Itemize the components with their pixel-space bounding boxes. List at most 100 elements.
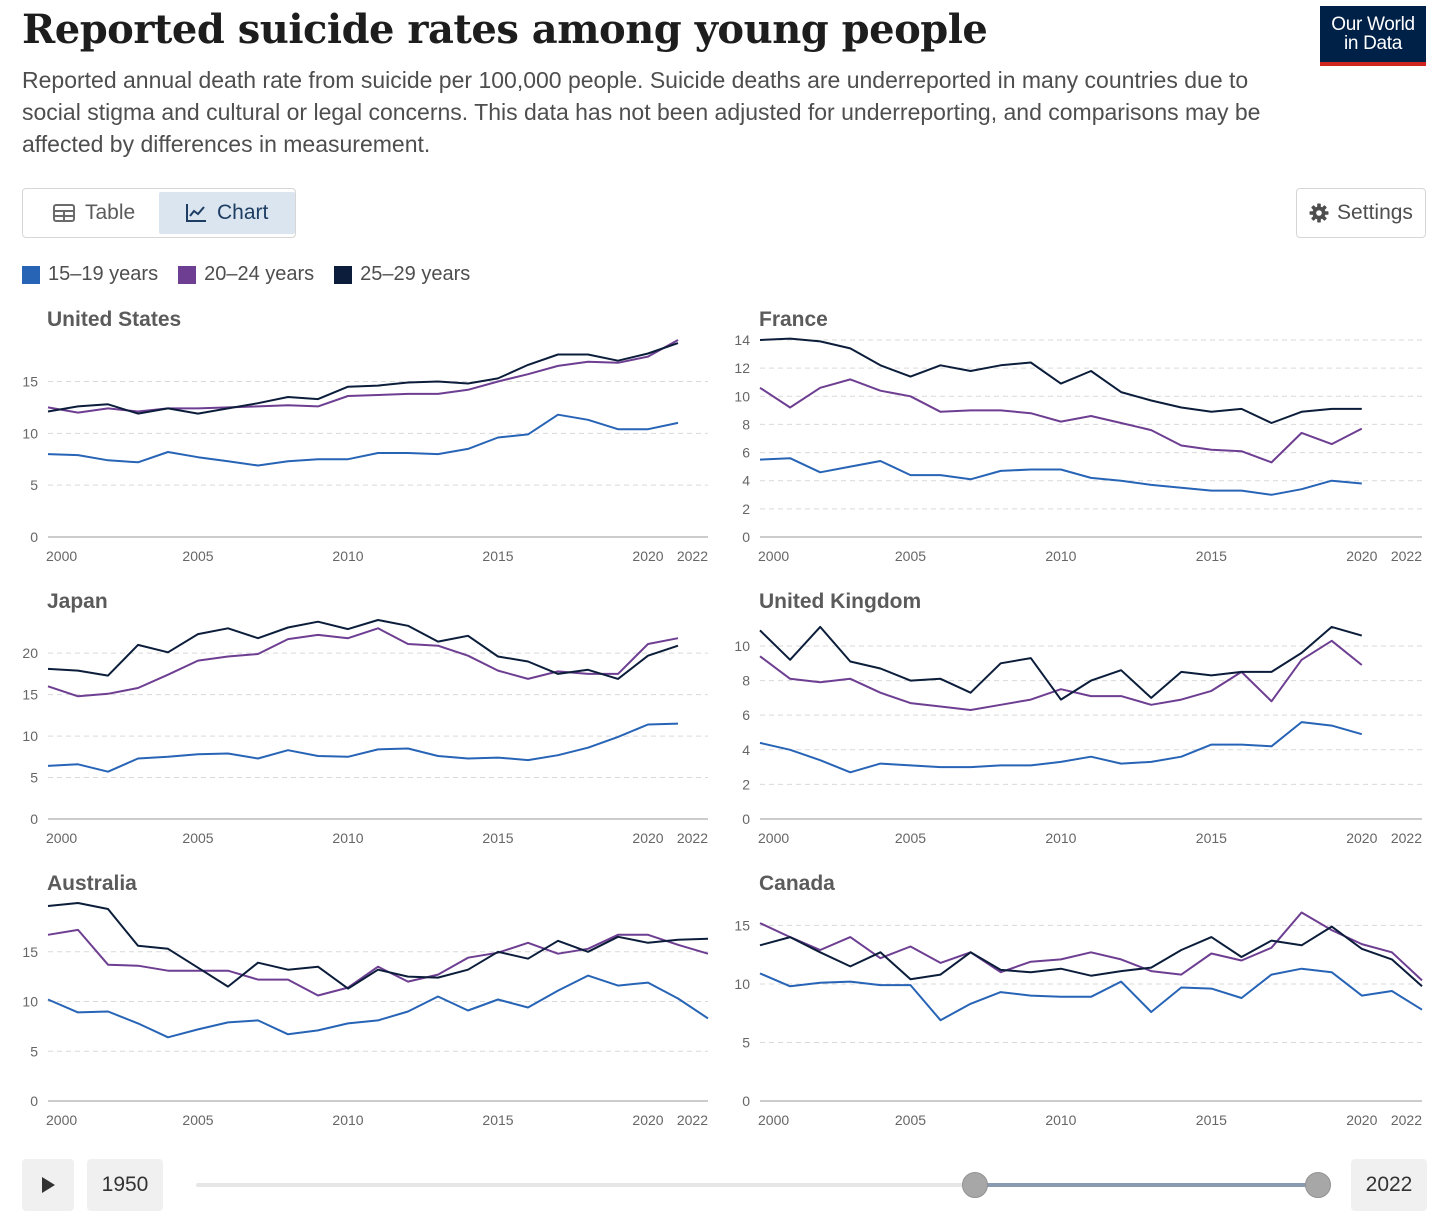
x-tick-label: 2010: [332, 1112, 363, 1128]
y-tick-label: 14: [734, 332, 750, 348]
y-tick-label: 20: [22, 645, 38, 661]
line-chart-icon: [186, 204, 206, 222]
x-tick-label: 2015: [1196, 548, 1227, 564]
chart-panel-france: France 0 2 4 6 8 10 12 14 2000 2005 2010 2015 2020 202…: [734, 308, 1422, 564]
series-line-20-24: [759, 911, 1423, 982]
tab-table-label: Table: [85, 201, 136, 224]
y-tick-label: 15: [734, 917, 750, 933]
x-tick-label: 2020: [1346, 830, 1377, 846]
series-line-20-24: [47, 339, 679, 414]
y-tick-label: 2: [742, 776, 750, 792]
x-tick-label: 2022: [677, 1112, 708, 1128]
y-tick-label: 0: [30, 1093, 38, 1109]
play-button[interactable]: [22, 1159, 74, 1211]
series-line-25-29: [47, 342, 679, 415]
x-tick-label: 2005: [895, 830, 926, 846]
x-tick-label: 2015: [482, 1112, 513, 1128]
series-line-15-19: [47, 413, 679, 467]
y-tick-label: 4: [742, 473, 750, 489]
y-tick-label: 10: [22, 994, 38, 1010]
y-tick-label: 4: [742, 742, 750, 758]
x-tick-label: 2010: [332, 548, 363, 564]
y-tick-label: 0: [742, 529, 750, 545]
x-tick-label: 2000: [46, 1112, 77, 1128]
timeline-start-handle[interactable]: [962, 1172, 989, 1198]
y-tick-label: 10: [734, 976, 750, 992]
x-tick-label: 2000: [758, 548, 789, 564]
y-tick-label: 5: [742, 1034, 750, 1050]
y-tick-label: 0: [30, 811, 38, 827]
y-tick-label: 0: [742, 811, 750, 827]
x-tick-label: 2005: [182, 830, 213, 846]
legend: 15–19 years 20–24 years 25–29 years: [22, 263, 470, 286]
y-tick-label: 15: [22, 944, 38, 960]
panel-title-canada: Canada: [759, 872, 835, 895]
timeline-controls: 1950 2022: [0, 1158, 1456, 1214]
series-line-15-19: [759, 967, 1423, 1022]
x-tick-label: 2022: [677, 830, 708, 846]
x-tick-label: 2005: [182, 548, 213, 564]
x-tick-label: 2000: [758, 830, 789, 846]
y-tick-label: 6: [742, 445, 750, 461]
series-line-25-29: [759, 337, 1362, 424]
series-line-15-19: [759, 457, 1362, 496]
chart-panel-united-states: United States 0 5 10 15 2000 2005 2010 2015 2020 2…: [22, 308, 708, 564]
x-tick-label: 2000: [46, 830, 77, 846]
series-line-20-24: [47, 627, 679, 698]
series-line-20-24: [759, 639, 1363, 711]
series-line-25-29: [759, 625, 1363, 701]
y-tick-label: 6: [742, 707, 750, 723]
timeline-end-year[interactable]: 2022: [1351, 1159, 1427, 1211]
x-tick-label: 2000: [758, 1112, 789, 1128]
timeline-track[interactable]: [196, 1183, 1318, 1187]
x-tick-label: 2010: [1045, 830, 1076, 846]
series-line-15-19: [47, 722, 679, 773]
chart-subtitle: Reported annual death rate from suicide …: [22, 67, 1261, 157]
x-tick-label: 2010: [332, 830, 363, 846]
y-tick-label: 12: [734, 360, 750, 376]
timeline-selected-range: [975, 1183, 1318, 1187]
y-tick-label: 8: [742, 673, 750, 689]
chart-panel-united-kingdom: United Kingdom 0 2 4 6 8 10 2000 2005 2010 2015 202…: [734, 590, 1422, 846]
timeline-start-year[interactable]: 1950: [87, 1159, 163, 1211]
x-tick-label: 2005: [895, 548, 926, 564]
legend-swatch-25-29: [334, 265, 353, 284]
y-tick-label: 10: [22, 425, 38, 441]
panel-title-japan: Japan: [47, 590, 108, 613]
y-tick-label: 10: [734, 388, 750, 404]
y-tick-label: 0: [30, 529, 38, 545]
play-icon: [42, 1177, 55, 1193]
panel-title-australia: Australia: [47, 872, 137, 895]
settings-label: Settings: [1337, 201, 1413, 224]
legend-item-25-29[interactable]: 25–29 years: [334, 263, 470, 286]
x-tick-label: 2022: [1391, 548, 1422, 564]
panel-title-united-states: United States: [47, 308, 181, 331]
legend-label-20-24: 20–24 years: [204, 263, 315, 285]
x-tick-label: 2010: [1045, 1112, 1076, 1128]
chart-title: Reported suicide rates among young peopl…: [22, 6, 988, 53]
tab-chart[interactable]: Chart: [159, 192, 295, 234]
x-tick-label: 2005: [182, 1112, 213, 1128]
view-tabs: Table Chart: [22, 188, 296, 238]
y-tick-label: 10: [734, 638, 750, 654]
x-tick-label: 2015: [1196, 1112, 1227, 1128]
legend-item-20-24[interactable]: 20–24 years: [178, 263, 314, 286]
y-tick-label: 5: [30, 477, 38, 493]
legend-item-15-19[interactable]: 15–19 years: [22, 263, 158, 286]
legend-swatch-20-24: [178, 265, 197, 284]
settings-button[interactable]: Settings: [1296, 188, 1426, 238]
gear-icon: [1309, 203, 1329, 223]
y-tick-label: 0: [742, 1093, 750, 1109]
chart-panel-canada: Canada 0 5 10 15 2000 2005 2010 2015 2020 2022: [734, 872, 1423, 1128]
tab-table[interactable]: Table: [25, 192, 158, 234]
table-icon: [53, 204, 75, 222]
logo-line-2: in Data: [1343, 33, 1403, 54]
owid-logo[interactable]: Our World in Data: [1320, 6, 1426, 66]
x-tick-label: 2020: [632, 548, 663, 564]
x-tick-label: 2022: [1391, 1112, 1422, 1128]
panel-title-united-kingdom: United Kingdom: [759, 590, 921, 613]
timeline-end-handle[interactable]: [1305, 1172, 1331, 1198]
x-tick-label: 2020: [632, 1112, 663, 1128]
panel-title-france: France: [759, 308, 828, 331]
